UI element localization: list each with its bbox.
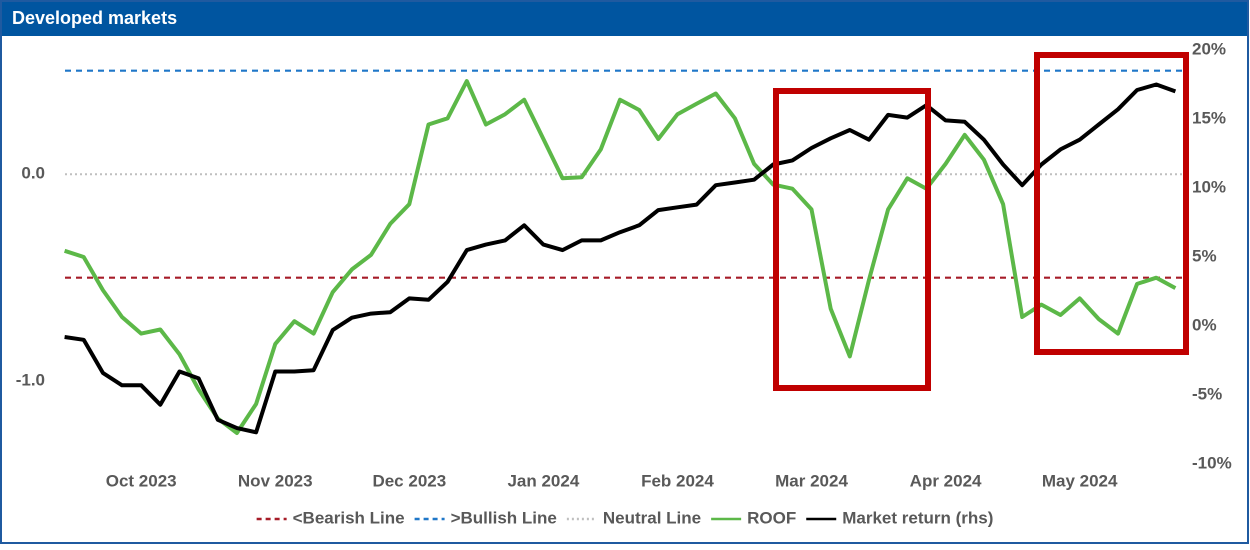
- header-bar: [2, 2, 1247, 36]
- legend-label: <Bearish Line: [293, 508, 405, 527]
- legend-label: Market return (rhs): [842, 508, 993, 527]
- x-tick-label: Oct 2023: [106, 471, 177, 490]
- x-tick-label: Nov 2023: [238, 471, 313, 490]
- y-tick-label: -1.0: [16, 371, 45, 390]
- x-tick-label: Jan 2024: [507, 471, 579, 490]
- legend-label: ROOF: [747, 508, 796, 527]
- highlight-box: [1034, 52, 1189, 355]
- legend-label: >Bullish Line: [451, 508, 557, 527]
- legend: <Bearish Line >Bullish Line Neutral Line RO…: [256, 508, 993, 527]
- x-tick-label: May 2024: [1042, 471, 1118, 490]
- y2-tick-label: 10%: [1192, 177, 1226, 196]
- plot: 0.0 -1.0 20% 15% 10% 5% 0% -5% -10% Oct 2023 Nov 2…: [16, 39, 1232, 490]
- series-line: [63, 79, 1177, 435]
- y2-tick-label: 5%: [1192, 246, 1217, 265]
- y2-tick-label: 20%: [1192, 39, 1226, 58]
- y2-tick-label: 0%: [1192, 315, 1217, 334]
- y2-tick-label: -5%: [1192, 384, 1222, 403]
- x-tick-label: Feb 2024: [641, 471, 714, 490]
- y-tick-label: 0.0: [21, 164, 45, 183]
- y2-tick-label: -10%: [1192, 453, 1232, 472]
- chart-title: Developed markets: [12, 8, 177, 28]
- series-line: [64, 82, 1177, 435]
- x-tick-label: Dec 2023: [372, 471, 446, 490]
- y2-tick-label: 15%: [1192, 108, 1226, 127]
- x-tick-label: Apr 2024: [910, 471, 982, 490]
- highlight-box: [773, 88, 931, 391]
- x-tick-label: Mar 2024: [775, 471, 848, 490]
- legend-label: Neutral Line: [603, 508, 701, 527]
